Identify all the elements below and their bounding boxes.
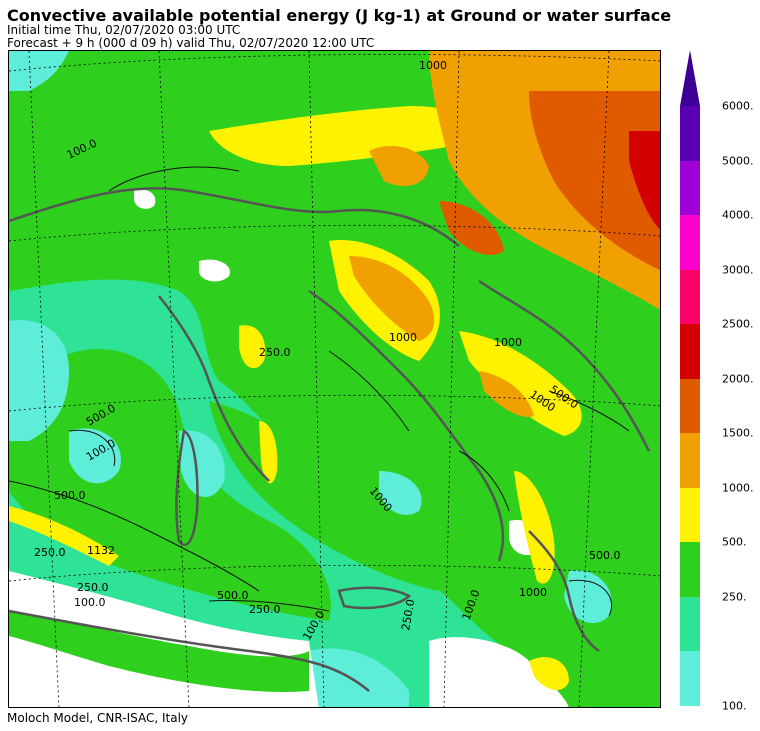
contour-6 <box>108 166 240 192</box>
grid-lat-1 <box>9 54 660 72</box>
grid-lat-2 <box>9 224 660 242</box>
contour-lines <box>9 166 630 617</box>
colorbar-swatch <box>680 215 700 270</box>
contour-2 <box>208 599 330 612</box>
sea-region-low-5 <box>564 570 612 624</box>
colorbar-label: 1500. <box>722 426 754 440</box>
grid-lon-3 <box>308 51 325 707</box>
colorbar-swatch <box>680 269 700 325</box>
coast-greece <box>528 530 600 653</box>
grid-lat-4 <box>9 564 660 582</box>
colorbar-swatch <box>680 160 700 216</box>
colorbar-label: 250. <box>722 590 747 603</box>
green-band-south <box>9 611 309 692</box>
yellow-region-7 <box>259 421 278 484</box>
contour-label: 250.0 <box>77 581 109 594</box>
contour-8 <box>458 450 510 512</box>
sea-region-low <box>9 320 69 441</box>
orange-region-3 <box>369 146 429 186</box>
yellow-region-4 <box>514 471 555 584</box>
initial-time: Initial time Thu, 02/07/2020 03:00 UTC <box>7 23 241 37</box>
white-region-5 <box>199 259 230 282</box>
contour-label: 1000 <box>519 586 547 599</box>
colorbar-swatch <box>680 596 700 652</box>
orange-region-1 <box>349 256 435 341</box>
red-region-1 <box>629 131 660 230</box>
contour-1 <box>9 480 260 592</box>
forecast-time: Forecast + 9 h (000 d 09 h) valid Thu, 0… <box>7 36 375 50</box>
yellow-region-2 <box>239 325 266 369</box>
map-title: Convective available potential energy (J… <box>7 6 672 25</box>
colorbar-swatch <box>680 378 700 434</box>
coast-africa <box>9 609 370 692</box>
colorbar-swatch <box>680 106 700 161</box>
grid-lon-4 <box>443 51 460 707</box>
colorbar-label: 6000. <box>722 99 754 113</box>
coast-balkans <box>478 279 651 452</box>
model-credit: Moloch Model, CNR-ISAC, Italy <box>7 711 189 725</box>
contour-7 <box>328 350 410 432</box>
orange-region-4 <box>479 371 534 417</box>
white-region-3 <box>429 637 569 707</box>
contour-label: 250.0 <box>34 546 66 559</box>
grid-lat-3 <box>9 394 660 412</box>
coastlines <box>9 187 651 692</box>
coast-italy-west <box>158 295 270 482</box>
colorbar-swatch <box>680 542 700 597</box>
contour-label: 500.0 <box>54 489 86 502</box>
colorbar-swatch <box>680 487 700 543</box>
colorbar-swatch <box>680 651 700 706</box>
coast-italy-east <box>308 289 505 562</box>
dark-orange-region-2 <box>439 201 504 255</box>
contour-label: 250.0 <box>249 603 281 616</box>
yellow-region-5 <box>9 506 119 566</box>
contour-label: 500.0 <box>589 549 621 562</box>
colorbar-label: 2500. <box>722 317 754 331</box>
sea-region-low-3 <box>179 430 225 498</box>
contour-4 <box>548 390 630 432</box>
colorbar-label: 1000. <box>722 481 754 494</box>
contour-label: 1000 <box>494 336 522 349</box>
contour-label: 250.0 <box>259 346 291 359</box>
white-region-6 <box>134 189 156 209</box>
yellow-region-3 <box>459 331 582 436</box>
colorbar-swatch <box>680 433 700 488</box>
grid-lon-1 <box>28 51 60 707</box>
graticule <box>9 51 660 707</box>
sea-region-low-6 <box>379 471 422 515</box>
coast-sardinia <box>175 429 199 546</box>
colorbar-label: 100. <box>722 699 747 712</box>
sea-region-low-4 <box>309 648 409 707</box>
yellow-region-8 <box>529 657 569 691</box>
contour-5 <box>568 579 613 617</box>
colorbar-swatch <box>680 324 700 379</box>
grid-lon-5 <box>578 51 610 707</box>
colorbar-legend: 6000. 5000. 4000. 3000. 2500. 2000. 1500. 1000.… <box>680 50 760 712</box>
contour-label: 1000 <box>389 331 417 344</box>
dark-orange-region-1 <box>529 91 660 271</box>
colorbar-label: 5000. <box>722 154 754 167</box>
grid-lon-2 <box>158 51 190 707</box>
contour-3 <box>68 429 116 467</box>
contour-label: 1000 <box>419 59 447 72</box>
contour-label: 100.0 <box>74 596 106 609</box>
coast-alps <box>9 187 460 247</box>
colorbar-label: 500. <box>722 535 747 549</box>
colorbar-label: 4000. <box>722 208 754 222</box>
colorbar-top-arrow <box>680 50 700 106</box>
colorbar-label: 3000. <box>722 263 754 276</box>
contour-label: 500.0 <box>217 589 249 602</box>
contour-label: 1132 <box>87 544 115 557</box>
cape-map: 1000 100.0 250.0 500.0 1000 100.0 500.0 … <box>8 50 661 708</box>
coast-sicily <box>337 586 412 610</box>
colorbar-label: 2000. <box>722 372 754 385</box>
sea-region-low-7 <box>9 51 69 91</box>
contour-label: 250.0 <box>399 598 417 631</box>
